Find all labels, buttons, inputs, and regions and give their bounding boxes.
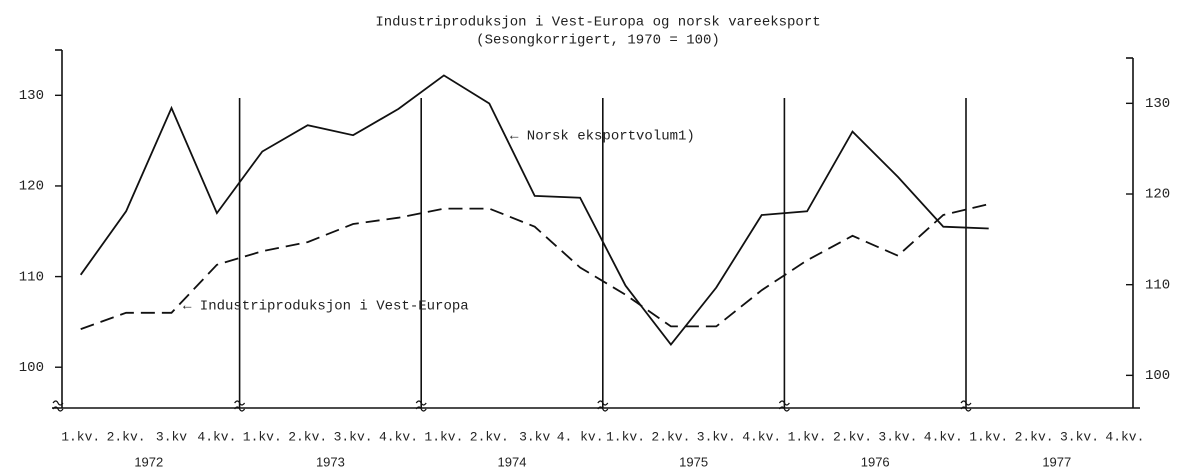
y-tick-label: 130 bbox=[19, 88, 44, 104]
y-tick-label: 110 bbox=[19, 269, 44, 285]
x-tick-label: 3.kv. bbox=[1060, 429, 1099, 444]
y-tick-label: 100 bbox=[19, 360, 44, 376]
x-tick-label: 4.kv. bbox=[924, 429, 963, 444]
axis-break bbox=[960, 400, 972, 412]
year-label: 1974 bbox=[498, 454, 527, 469]
axis-break bbox=[778, 400, 790, 412]
x-tick-label: 4.kv. bbox=[1105, 429, 1144, 444]
x-tick-label: 2.kv. bbox=[833, 429, 872, 444]
x-tick-label: 1.kv. bbox=[424, 429, 463, 444]
y2-tick-label: 110 bbox=[1145, 277, 1170, 293]
x-tick-label: 2.kv. bbox=[107, 429, 146, 444]
x-tick-label: 2.kv. bbox=[651, 429, 690, 444]
x-tick-label: 1.kv. bbox=[61, 429, 100, 444]
x-tick-label: 1.kv. bbox=[969, 429, 1008, 444]
year-label: 1977 bbox=[1042, 454, 1071, 469]
chart-subtitle: (Sesongkorrigert, 1970 = 100) bbox=[476, 33, 720, 49]
axis-break bbox=[234, 400, 246, 412]
y2-tick-label: 130 bbox=[1145, 96, 1170, 112]
x-tick-label: 1.kv. bbox=[606, 429, 645, 444]
year-label: 1972 bbox=[134, 454, 163, 469]
x-tick-label: 3.kv. bbox=[697, 429, 736, 444]
annotation: ← Industriproduksjon i Vest-Europa bbox=[183, 299, 469, 315]
x-tick-label: 4.kv. bbox=[379, 429, 418, 444]
y2-tick-label: 100 bbox=[1145, 368, 1170, 384]
year-label: 1975 bbox=[679, 454, 708, 469]
axis-break bbox=[597, 400, 609, 412]
x-tick-label: 2.kv. bbox=[288, 429, 327, 444]
axis-break bbox=[52, 400, 64, 412]
x-tick-label: 3.kv bbox=[156, 429, 187, 444]
x-tick-label: 3.kv. bbox=[878, 429, 917, 444]
x-tick-label: 2.kv. bbox=[470, 429, 509, 444]
series-line bbox=[79, 74, 989, 347]
x-tick-label: 3.kv. bbox=[334, 429, 373, 444]
y2-tick-label: 120 bbox=[1145, 187, 1170, 203]
year-label: 1976 bbox=[861, 454, 890, 469]
year-label: 1973 bbox=[316, 454, 345, 469]
series-line bbox=[80, 203, 989, 330]
x-tick-label: 1.kv. bbox=[243, 429, 282, 444]
x-tick-label: 4. kv. bbox=[557, 429, 604, 444]
y-tick-label: 120 bbox=[19, 179, 44, 195]
x-tick-label: 4.kv. bbox=[197, 429, 236, 444]
x-tick-label: 1.kv. bbox=[788, 429, 827, 444]
axis-break bbox=[415, 400, 427, 412]
x-tick-label: 2.kv. bbox=[1015, 429, 1054, 444]
x-tick-label: 4.kv. bbox=[742, 429, 781, 444]
x-tick-label: 3.kv bbox=[519, 429, 550, 444]
chart-title: Industriproduksjon i Vest-Europa og nors… bbox=[375, 15, 820, 31]
annotation: ← Norsk eksportvolum1) bbox=[510, 129, 695, 145]
